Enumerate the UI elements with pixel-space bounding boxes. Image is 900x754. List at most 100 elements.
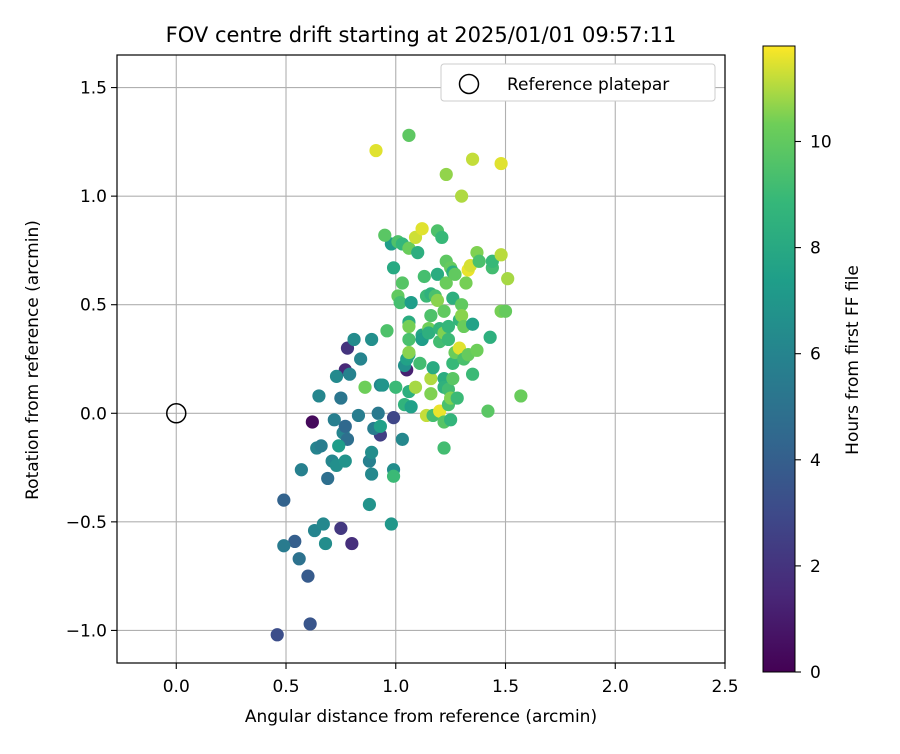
scatter-point bbox=[494, 248, 508, 262]
x-tick-label: 2.5 bbox=[711, 677, 738, 697]
scatter-point bbox=[430, 293, 445, 307]
scatter-point bbox=[470, 343, 484, 357]
legend-label: Reference platepar bbox=[507, 75, 669, 95]
scatter-point bbox=[380, 324, 394, 338]
scatter-point bbox=[446, 356, 460, 370]
scatter-point bbox=[498, 304, 513, 318]
scatter-point bbox=[430, 267, 445, 281]
colorbar-label: Hours from first FF file bbox=[843, 265, 863, 455]
scatter-point bbox=[338, 454, 352, 468]
scatter-point bbox=[371, 406, 385, 420]
scatter-point bbox=[411, 246, 425, 260]
scatter-point bbox=[327, 413, 341, 427]
scatter-point bbox=[312, 389, 326, 403]
scatter-point bbox=[351, 408, 366, 423]
x-tick-label: 1.5 bbox=[492, 677, 519, 697]
x-tick-label: 2.0 bbox=[602, 677, 629, 697]
scatter-point bbox=[347, 332, 361, 347]
scatter-point bbox=[450, 391, 464, 405]
scatter-point bbox=[393, 295, 407, 310]
chart-title: FOV centre drift starting at 2025/01/01 … bbox=[166, 23, 677, 47]
scatter-point bbox=[373, 419, 387, 433]
scatter-point bbox=[277, 539, 291, 553]
scatter-point bbox=[435, 230, 449, 244]
scatter-point bbox=[448, 267, 462, 281]
scatter-point bbox=[386, 261, 401, 275]
scatter-point bbox=[338, 419, 352, 433]
scatter-point bbox=[455, 308, 469, 323]
axis-ticks: 0.0 0.5 1.0 1.5 2.0 2.5 −1.0 −0.5 0.0 0.5 1.0 1.5 bbox=[66, 79, 739, 697]
y-tick-label: 1.5 bbox=[80, 79, 107, 99]
legend-box bbox=[440, 63, 716, 102]
x-axis-label: Angular distance from reference (arcmin) bbox=[245, 707, 597, 727]
scatter-point bbox=[415, 222, 429, 236]
scatter-point bbox=[404, 295, 418, 310]
scatter-point bbox=[365, 445, 379, 459]
scatter-point bbox=[481, 404, 495, 418]
scatter-point bbox=[314, 439, 328, 453]
scatter-points bbox=[270, 128, 528, 642]
scatter-point bbox=[424, 308, 438, 323]
scatter-point bbox=[441, 332, 456, 347]
y-tick-label: −1.0 bbox=[66, 621, 107, 641]
scatter-point bbox=[369, 143, 383, 158]
scatter-point bbox=[455, 298, 469, 312]
scatter-point bbox=[472, 254, 486, 268]
scatter-point bbox=[384, 517, 398, 531]
y-tick-label: 0.5 bbox=[80, 296, 107, 316]
colorbar-tick-label: 10 bbox=[810, 132, 832, 152]
scatter-point bbox=[402, 128, 416, 142]
scatter-point bbox=[362, 497, 377, 512]
plot-frame bbox=[116, 54, 726, 664]
scatter-point bbox=[305, 415, 319, 429]
colorbar-ticks: 0 2 4 6 8 10 bbox=[795, 132, 832, 683]
x-tick-label: 0.0 bbox=[163, 677, 190, 697]
scatter-point bbox=[439, 276, 453, 290]
legend: Reference platepar bbox=[440, 63, 716, 102]
scatter-point bbox=[441, 319, 456, 334]
scatter-point bbox=[292, 552, 306, 566]
scatter-point bbox=[334, 391, 348, 405]
scatter-point bbox=[386, 469, 401, 483]
scatter-point bbox=[378, 228, 392, 242]
scatter-point bbox=[514, 389, 528, 403]
colorbar-tick-label: 6 bbox=[810, 345, 821, 365]
colorbar-tick-label: 8 bbox=[810, 239, 821, 259]
scatter-point bbox=[318, 536, 333, 551]
scatter-point bbox=[494, 156, 508, 171]
scatter-point bbox=[424, 371, 438, 386]
scatter-point bbox=[345, 536, 359, 551]
colorbar-tick-label: 2 bbox=[810, 557, 821, 577]
y-tick-label: 1.0 bbox=[80, 187, 107, 207]
reference-marker-layer bbox=[166, 403, 187, 424]
scatter-point bbox=[332, 439, 346, 453]
scatter-point bbox=[444, 413, 458, 427]
scatter-point bbox=[455, 189, 469, 203]
scatter-point bbox=[404, 400, 418, 414]
scatter-point bbox=[459, 276, 473, 290]
scatter-point bbox=[395, 432, 409, 446]
scatter-point bbox=[395, 276, 409, 290]
scatter-point bbox=[465, 367, 480, 381]
scatter-point bbox=[465, 152, 480, 166]
scatter-point bbox=[426, 361, 440, 375]
scatter-point bbox=[270, 628, 284, 642]
scatter-point bbox=[402, 345, 416, 360]
scatter-point bbox=[354, 352, 368, 366]
scatter-point bbox=[277, 493, 291, 507]
scatter-point bbox=[365, 332, 379, 347]
scatter-point bbox=[402, 332, 416, 347]
scatter-point bbox=[389, 380, 403, 394]
colorbar bbox=[762, 45, 796, 673]
scatter-point bbox=[301, 569, 315, 583]
scatter-point bbox=[422, 326, 436, 340]
scatter-point bbox=[321, 471, 335, 486]
scatter-point bbox=[329, 369, 344, 383]
scatter-point bbox=[343, 367, 357, 381]
y-axis-label: Rotation from reference (arcmin) bbox=[23, 220, 43, 500]
x-tick-label: 1.0 bbox=[382, 677, 409, 697]
scatter-point bbox=[386, 411, 401, 425]
scatter-point bbox=[446, 371, 460, 386]
scatter-point bbox=[375, 378, 390, 392]
